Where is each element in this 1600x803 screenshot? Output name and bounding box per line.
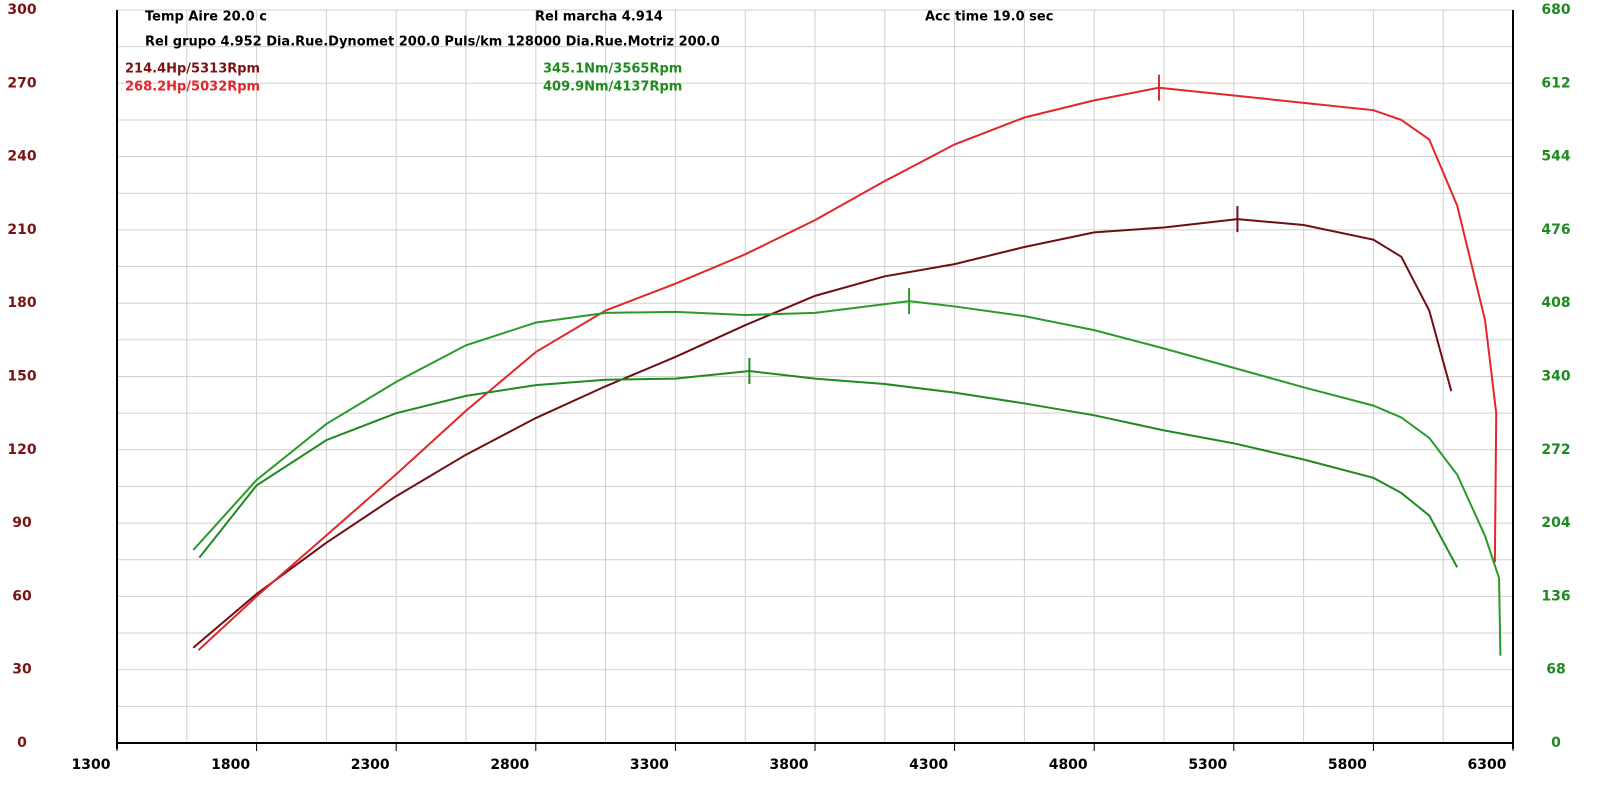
y-tick-label: 300	[7, 2, 36, 18]
y-tick-label: 60	[12, 588, 32, 604]
x-tick-label: 3800	[770, 757, 809, 773]
x-tick-label: 5800	[1328, 757, 1367, 773]
x-tick-label: 2300	[351, 757, 390, 773]
y2-tick-label: 680	[1541, 2, 1570, 18]
x-tick-label: 2800	[490, 757, 529, 773]
y2-tick-label: 68	[1546, 662, 1565, 678]
y2-tick-label: 340	[1541, 369, 1570, 385]
x-tick-label: 1800	[211, 757, 250, 773]
y-tick-label: 150	[7, 369, 36, 385]
y-tick-label: 0	[17, 735, 27, 751]
annotation: Rel grupo 4.952 Dia.Rue.Dynomet 200.0 Pu…	[145, 35, 720, 50]
x-tick-label: 3300	[630, 757, 669, 773]
y2-tick-label: 0	[1551, 735, 1561, 751]
y-tick-label: 210	[7, 222, 36, 238]
annotation: Acc time 19.0 sec	[925, 10, 1053, 25]
annotation: 345.1Nm/3565Rpm	[543, 62, 682, 77]
annotation: 214.4Hp/5313Rpm	[125, 62, 260, 77]
curve	[192, 218, 1453, 649]
y-tick-label: 180	[7, 295, 36, 311]
y-tick-label: 270	[7, 75, 36, 91]
y2-tick-label: 408	[1541, 295, 1570, 311]
y2-tick-label: 476	[1541, 222, 1570, 238]
y-tick-label: 90	[12, 515, 32, 531]
x-tick-label: 1300	[72, 757, 111, 773]
x-tick-label: 6300	[1468, 757, 1507, 773]
annotation: 268.2Hp/5032Rpm	[125, 80, 260, 95]
annotation: Temp Aire 20.0 c	[145, 10, 267, 25]
y2-tick-label: 544	[1541, 149, 1570, 165]
y2-tick-label: 204	[1541, 515, 1570, 531]
y2-tick-label: 612	[1541, 75, 1570, 91]
y-tick-label: 120	[7, 442, 36, 458]
curve	[197, 86, 1498, 651]
x-tick-label: 4800	[1049, 757, 1088, 773]
annotation: 409.9Nm/4137Rpm	[543, 80, 682, 95]
curve	[198, 369, 1459, 568]
y2-tick-label: 272	[1541, 442, 1570, 458]
x-tick-label: 4300	[909, 757, 948, 773]
y-tick-label: 240	[7, 149, 36, 165]
y2-tick-label: 136	[1541, 588, 1570, 604]
x-tick-label: 5300	[1188, 757, 1227, 773]
curve	[192, 300, 1502, 656]
y-tick-label: 30	[12, 662, 32, 678]
annotation: Rel marcha 4.914	[535, 10, 663, 25]
